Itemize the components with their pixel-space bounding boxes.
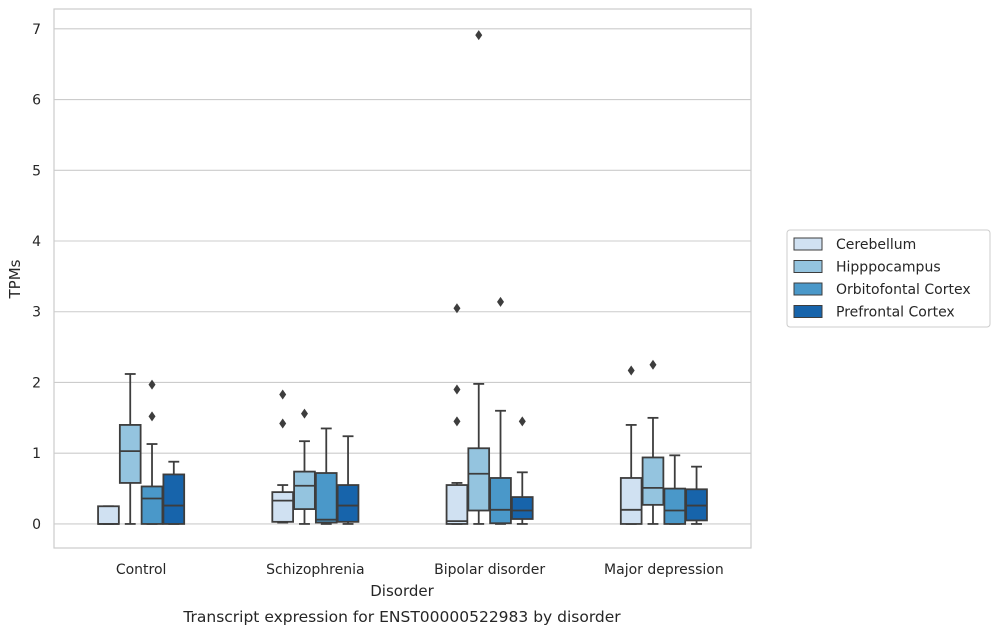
series-hipppocampus (118, 30, 665, 525)
outlier-point (279, 389, 287, 400)
y-axis-ticks: 0 1 2 3 4 5 6 7 (32, 22, 41, 533)
box (162, 473, 186, 525)
legend: Cerebellum Hipppocampus Orbitofontal Corte… (786, 229, 991, 328)
box (663, 487, 687, 525)
box (511, 496, 534, 520)
legend-swatch (793, 260, 823, 273)
box (641, 456, 665, 506)
outlier-point (279, 418, 287, 429)
y-axis-title: TPMs (6, 259, 24, 299)
outlier-point (300, 408, 308, 419)
gridlines (54, 28, 751, 525)
x-tick-label: Bipolar disorder (434, 562, 545, 578)
x-tick-label: Major depression (604, 562, 724, 578)
y-tick-label: 1 (32, 446, 41, 462)
x-axis-ticks: Control Schizophrenia Bipolar disorder Majo… (116, 562, 724, 578)
box (293, 470, 316, 510)
box (336, 484, 360, 523)
outlier-point (518, 416, 526, 427)
legend-label: Orbitofontal Cortex (836, 282, 971, 298)
legend-label: Cerebellum (836, 237, 916, 253)
box (445, 484, 469, 525)
outlier-point (453, 416, 461, 427)
box (314, 472, 338, 524)
chart-caption: Transcript expression for ENST0000052298… (182, 608, 621, 626)
outlier-point (148, 379, 156, 390)
legend-label: Hipppocampus (836, 260, 941, 276)
outlier-point (453, 384, 461, 395)
box (140, 485, 164, 525)
box (97, 505, 120, 525)
series-orbitofontal-cortex (140, 296, 687, 525)
legend-swatch (793, 305, 823, 318)
y-tick-label: 0 (32, 517, 41, 533)
y-tick-label: 6 (32, 93, 41, 109)
legend-swatch (793, 237, 823, 251)
legend-frame (786, 229, 991, 328)
series-prefrontal-cortex (162, 416, 708, 525)
x-tick-label: Schizophrenia (266, 562, 364, 578)
box (118, 424, 142, 484)
y-tick-label: 4 (32, 234, 41, 250)
legend-label: Prefrontal Cortex (836, 305, 955, 321)
box (467, 447, 491, 512)
outlier-point (627, 365, 635, 376)
outlier-point (475, 30, 483, 41)
box (271, 491, 294, 523)
y-tick-label: 7 (32, 22, 41, 38)
outlier-point (148, 411, 156, 422)
plot-area-frame (53, 8, 752, 549)
legend-swatch (793, 282, 823, 296)
x-tick-label: Control (116, 562, 167, 578)
x-axis-title: Disorder (370, 582, 434, 600)
outlier-point (649, 359, 657, 370)
box (619, 477, 643, 525)
series-cerebellum (97, 303, 643, 525)
box (489, 477, 512, 525)
outlier-point (453, 303, 461, 314)
y-tick-label: 2 (32, 375, 41, 391)
y-tick-label: 3 (32, 305, 41, 321)
boxes (97, 30, 708, 525)
y-tick-label: 5 (32, 163, 41, 179)
outlier-point (497, 296, 505, 307)
